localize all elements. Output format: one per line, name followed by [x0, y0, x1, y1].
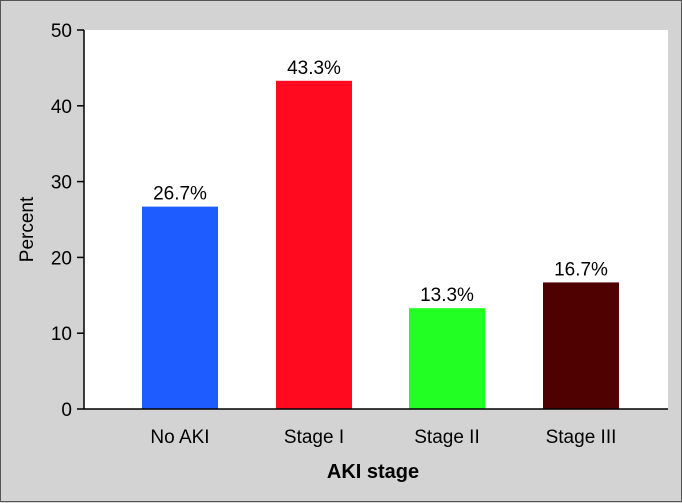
- y-tick-label: 50: [51, 21, 72, 42]
- bar-data-label: 26.7%: [153, 184, 207, 205]
- y-tick-label: 30: [51, 173, 72, 194]
- bar-stage-iii: [543, 282, 619, 409]
- y-axis-title: Percent: [17, 196, 38, 262]
- x-axis-title: AKI stage: [327, 461, 419, 483]
- bar-no-aki: [142, 206, 218, 409]
- y-tick-label: 0: [61, 400, 72, 421]
- x-category-label: Stage II: [414, 427, 480, 448]
- y-tick-label: 10: [51, 324, 72, 345]
- bar-stage-ii: [409, 308, 485, 409]
- data-labels-group: 26.7% 43.3% 13.3% 16.7%: [153, 58, 608, 306]
- bar-stage-i: [276, 80, 352, 409]
- y-tick-label: 40: [51, 97, 72, 118]
- bar-data-label: 13.3%: [420, 285, 474, 306]
- x-category-label: Stage III: [546, 427, 617, 448]
- x-axis-category-labels: No AKI Stage I Stage II Stage III: [150, 427, 616, 448]
- y-tick-label: 20: [51, 248, 72, 269]
- x-category-label: No AKI: [150, 427, 209, 448]
- bar-data-label: 43.3%: [287, 58, 341, 79]
- bar-data-label: 16.7%: [554, 259, 608, 280]
- bars-group: [142, 80, 619, 409]
- x-category-label: Stage I: [284, 427, 344, 448]
- y-axis-ticks: 0 10 20 30 40 50: [51, 21, 84, 421]
